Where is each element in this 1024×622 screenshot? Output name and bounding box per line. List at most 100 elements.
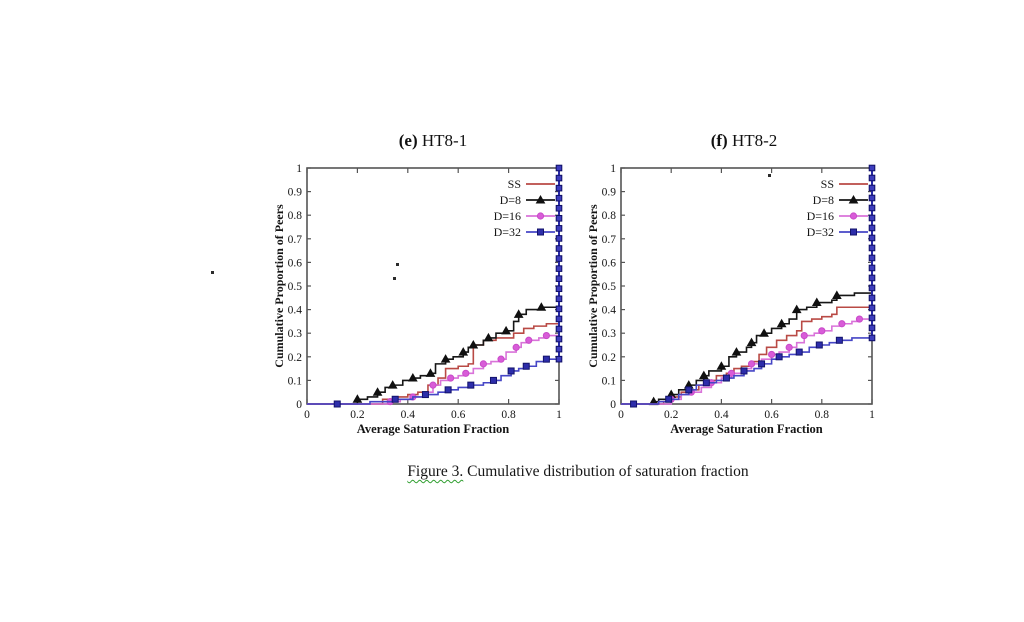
square-marker: [537, 228, 544, 236]
scan-artifact-dot: [211, 271, 214, 274]
circle-marker: [429, 381, 437, 389]
triangle-marker: [387, 380, 398, 389]
y-axis-label: Cumulative Proportion of Peers: [272, 204, 286, 368]
square-marker: [555, 325, 563, 333]
square-marker: [868, 234, 876, 242]
y-tick-label: 0.5: [602, 281, 617, 293]
series-D=32: [307, 168, 560, 408]
y-tick-label: 0.5: [288, 281, 303, 293]
square-marker: [555, 265, 563, 272]
circle-marker: [855, 315, 864, 323]
y-tick-label: 0.8: [288, 210, 303, 222]
chart-title-prefix: (f): [710, 131, 728, 150]
square-marker: [555, 355, 563, 363]
square-marker: [868, 264, 876, 272]
triangle-marker: [372, 387, 383, 396]
square-marker: [795, 348, 803, 356]
y-tick-label: 0.6: [288, 257, 303, 269]
cdf-chart-ht8-1: 0 0.2 0.4 0.6 0.8 1 0 0.1 0.2 0.3 0.4 0.5 0.6 0.7 0.8 0…: [272, 163, 563, 436]
square-marker: [555, 345, 563, 353]
circle-marker: [447, 374, 455, 382]
square-marker: [555, 215, 563, 222]
x-axis-label: Average Saturation Fraction: [670, 422, 823, 436]
square-marker: [702, 379, 710, 387]
axes: 0 0.2 0.4 0.6 0.8 1 0 0.1 0.2 0.3 0.4 0.5 0.6 0.7 0.8 0…: [602, 163, 876, 421]
y-tick-label: 0.3: [288, 328, 303, 340]
x-tick-label: 0.2: [664, 409, 679, 421]
triangle-marker: [698, 370, 709, 380]
circle-marker: [479, 360, 487, 368]
triangle-marker: [483, 332, 494, 342]
y-tick-label: 0.6: [602, 257, 617, 269]
square-marker: [868, 194, 876, 202]
triangle-marker: [425, 368, 436, 377]
figure-caption: Figure 3. Cumulative distribution of sat…: [258, 463, 898, 481]
legend: SS D=8 D=16 D=32: [807, 177, 868, 239]
y-tick-label: 0.4: [602, 305, 617, 317]
circle-marker: [849, 212, 858, 220]
square-marker: [835, 336, 843, 344]
y-tick-label: 0.1: [288, 375, 303, 387]
triangle-marker: [458, 347, 469, 356]
x-tick-label: 0.8: [815, 409, 830, 421]
square-marker: [868, 274, 876, 282]
triangle-marker: [535, 194, 546, 204]
square-marker: [522, 362, 530, 370]
edge-marker-column: [868, 164, 876, 342]
legend-label-SS: SS: [821, 177, 834, 191]
square-marker: [868, 294, 876, 302]
scan-artifact-dot: [396, 263, 399, 266]
square-marker: [555, 164, 563, 172]
triangle-marker: [731, 347, 742, 356]
x-tick-label: 0.4: [714, 409, 729, 421]
square-marker: [421, 391, 429, 399]
triangle-marker: [831, 290, 842, 299]
circle-marker: [818, 327, 826, 335]
x-tick-label: 0: [304, 409, 310, 421]
legend-label-D=32: D=32: [807, 225, 834, 239]
triangle-marker: [716, 361, 727, 370]
chart-title-ht8-1: (e) HT8-1: [283, 131, 583, 151]
square-marker: [722, 374, 730, 382]
chart-title-text: HT8-1: [417, 131, 468, 150]
square-marker: [868, 184, 876, 192]
circle-marker: [747, 360, 756, 368]
triangle-marker: [791, 304, 802, 314]
square-marker: [868, 254, 876, 262]
y-tick-label: 1: [296, 163, 302, 175]
x-tick-label: 0.4: [401, 409, 416, 421]
edge-marker-column: [555, 164, 563, 363]
triangle-marker: [440, 354, 451, 363]
circle-marker: [536, 212, 545, 220]
square-marker: [775, 353, 783, 361]
square-marker: [685, 386, 693, 394]
square-marker: [740, 367, 748, 375]
circle-marker: [462, 369, 470, 377]
triangle-marker: [536, 302, 547, 311]
x-axis-label: Average Saturation Fraction: [357, 422, 510, 436]
square-marker: [555, 295, 563, 303]
x-tick-label: 0.2: [350, 409, 365, 421]
triangle-marker: [776, 318, 787, 328]
square-marker: [868, 174, 876, 182]
circle-marker: [800, 331, 808, 340]
x-tick-label: 1: [556, 409, 562, 421]
square-marker: [555, 174, 563, 182]
y-tick-label: 0.8: [602, 210, 617, 222]
cdf-chart-ht8-2: 0 0.2 0.4 0.6 0.8 1 0 0.1 0.2 0.3 0.4 0.5 0.6 0.7 0.8 0…: [586, 163, 876, 436]
x-tick-label: 0.6: [764, 409, 779, 421]
square-marker: [467, 381, 475, 389]
triangle-marker: [848, 194, 859, 204]
series-D=32: [621, 168, 873, 408]
legend: SS D=8 D=16 D=32: [494, 177, 555, 239]
square-marker: [555, 184, 563, 192]
scan-artifact-dot: [393, 277, 396, 280]
triangle-marker: [759, 328, 769, 337]
circle-marker: [768, 350, 776, 359]
square-marker: [555, 335, 563, 343]
square-marker: [391, 395, 399, 403]
circle-marker: [542, 331, 550, 340]
circle-marker: [512, 343, 520, 351]
y-tick-label: 0.1: [602, 375, 617, 387]
